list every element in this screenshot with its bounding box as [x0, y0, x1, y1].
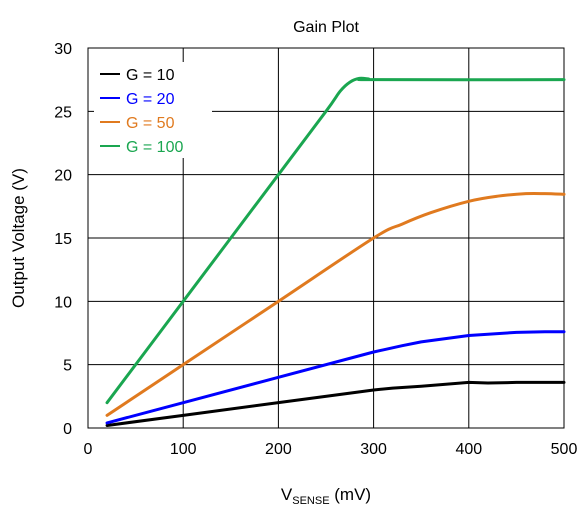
x-tick-labels: 0 100 200 300 400 500 [84, 441, 578, 458]
y-tick-label: 30 [54, 41, 72, 58]
legend-item: G = 100 [100, 139, 183, 156]
legend-label: G = 100 [126, 139, 183, 156]
legend-label: G = 10 [126, 67, 175, 84]
series-line-g-50 [105, 191, 566, 417]
series-line-g-20 [105, 330, 566, 425]
y-tick-label: 5 [63, 358, 72, 375]
legend-background [94, 62, 212, 158]
y-tick-labels: 0 5 10 15 20 25 30 [54, 41, 72, 438]
legend-label: G = 50 [126, 115, 175, 132]
y-axis-title: Output Voltage (V) [9, 168, 28, 308]
y-tick-label: 10 [54, 294, 72, 311]
y-tick-label: 20 [54, 168, 72, 185]
x-tick-label: 300 [360, 441, 387, 458]
x-tick-label: 500 [551, 441, 578, 458]
legend-label: G = 20 [126, 91, 175, 108]
series-line-g-100 [105, 76, 566, 405]
legend-item: G = 50 [100, 115, 175, 132]
x-tick-label: 100 [170, 441, 197, 458]
y-tick-label: 25 [54, 104, 72, 121]
y-tick-label: 15 [54, 231, 72, 248]
x-axis-title-unit: (mV) [330, 485, 372, 504]
series-line-g-10 [105, 380, 566, 427]
x-axis-title-main: V [281, 485, 293, 504]
series-lines [105, 76, 566, 427]
x-tick-label: 400 [455, 441, 482, 458]
x-tick-label: 200 [265, 441, 292, 458]
x-tick-label: 0 [84, 441, 93, 458]
chart-title: Gain Plot [293, 19, 359, 36]
legend-item: G = 20 [100, 91, 175, 108]
x-axis-title: VSENSE (mV) [281, 485, 371, 507]
legend-item: G = 10 [100, 67, 175, 84]
legend: G = 10 G = 20 G = 50 G = 100 [94, 62, 212, 158]
x-axis-title-subscript: SENSE [292, 495, 329, 507]
plot-area-border [87, 47, 565, 429]
y-tick-label: 0 [63, 421, 72, 438]
